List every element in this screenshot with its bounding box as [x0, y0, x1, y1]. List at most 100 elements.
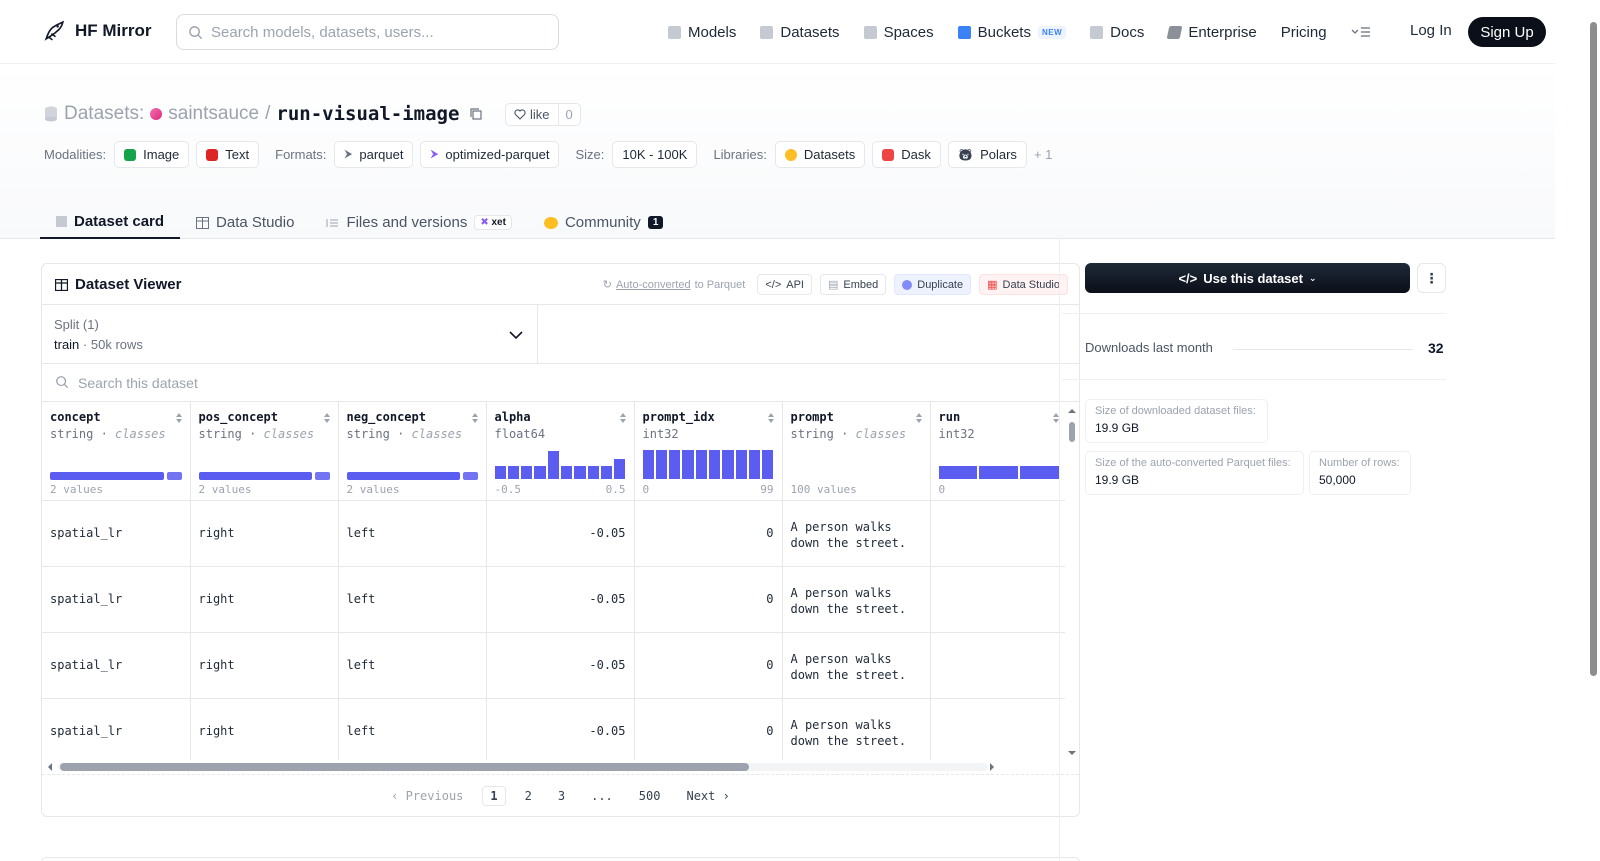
nav-buckets[interactable]: Buckets NEW	[957, 24, 1067, 41]
cell-alpha[interactable]: -0.05	[486, 500, 635, 567]
duplicate-button[interactable]: Duplicate	[894, 274, 972, 295]
bar-segment[interactable]	[198, 472, 313, 480]
tab-data-studio[interactable]: Data Studio	[180, 200, 310, 239]
vertical-scrollbar[interactable]	[1065, 402, 1079, 760]
histogram-bin[interactable]	[669, 450, 681, 479]
cell-neg-concept[interactable]: left	[338, 566, 487, 633]
nav-more-menu[interactable]	[1351, 26, 1371, 38]
histogram-bin[interactable]	[682, 450, 694, 479]
value-distribution-bar[interactable]	[346, 472, 478, 480]
cell-pos-concept[interactable]: right	[190, 632, 339, 699]
nav-spaces[interactable]: Spaces	[863, 24, 934, 41]
previous-page-button[interactable]: ‹ Previous	[391, 789, 464, 803]
page-scrollbar[interactable]	[1587, 0, 1600, 861]
column-header-run[interactable]: run int32 0	[930, 402, 1068, 501]
sort-icon[interactable]	[323, 412, 331, 424]
column-header-neg-concept[interactable]: neg_concept string · classes 2 values	[338, 402, 487, 501]
histogram-bin[interactable]	[507, 465, 520, 479]
repo-title[interactable]: run-visual-image	[276, 103, 460, 125]
histogram-bin[interactable]	[521, 465, 533, 479]
global-search-input[interactable]: Search models, datasets, users...	[176, 14, 559, 50]
cell-neg-concept[interactable]: left	[338, 632, 487, 699]
nav-datasets[interactable]: Datasets	[760, 24, 840, 41]
bar-segment[interactable]	[463, 472, 478, 480]
histogram-bin[interactable]	[574, 465, 586, 479]
histogram-bin[interactable]	[655, 450, 668, 479]
sort-icon[interactable]	[915, 412, 923, 424]
cell-pos-concept[interactable]: right	[190, 698, 339, 760]
cell-concept[interactable]: spatial_lr	[42, 698, 191, 760]
column-header-alpha[interactable]: alpha float64 -0.5 0.5	[486, 402, 635, 501]
cell-prompt[interactable]: A person walks down the street.	[782, 500, 931, 567]
histogram-bin[interactable]	[560, 465, 573, 479]
page-3-button[interactable]: 3	[557, 789, 566, 803]
size-chip[interactable]: 10K - 100K	[612, 141, 698, 168]
next-page-button[interactable]: Next ›	[686, 789, 730, 803]
histogram-bin[interactable]	[748, 450, 761, 479]
bar-segment[interactable]	[346, 472, 461, 480]
histogram[interactable]	[642, 450, 774, 479]
histogram-bin[interactable]	[614, 458, 626, 479]
histogram-bin[interactable]	[695, 450, 707, 479]
tab-community[interactable]: Community 1	[528, 200, 679, 239]
signup-button[interactable]: Sign Up	[1468, 17, 1546, 47]
horizontal-scrollbar[interactable]	[42, 760, 1079, 774]
cell-alpha[interactable]: -0.05	[486, 566, 635, 633]
library-datasets-chip[interactable]: Datasets	[774, 141, 866, 168]
cell-prompt[interactable]: A person walks down the street.	[782, 566, 931, 633]
modality-text-chip[interactable]: Text	[196, 141, 260, 168]
histogram-bin[interactable]	[708, 450, 721, 479]
sort-icon[interactable]	[471, 412, 479, 424]
table-row[interactable]: spatial_lr right left -0.05 0 A person walks …	[42, 632, 1068, 699]
nav-pricing[interactable]: Pricing	[1281, 24, 1327, 41]
cell-run[interactable]	[930, 500, 1068, 567]
cell-concept[interactable]: spatial_lr	[42, 566, 191, 633]
table-row[interactable]: spatial_lr right left -0.05 0 A person walks …	[42, 500, 1068, 567]
histogram-bin[interactable]	[979, 465, 1018, 479]
histogram-bin[interactable]	[722, 450, 734, 479]
cell-prompt[interactable]: A person walks down the street.	[782, 632, 931, 699]
brand-logo[interactable]: HF Mirror	[42, 18, 152, 43]
bar-segment[interactable]	[167, 472, 182, 480]
scroll-up-icon[interactable]	[1065, 406, 1079, 416]
embed-button[interactable]: ▤ Embed	[819, 274, 887, 295]
value-distribution-bar[interactable]	[198, 472, 330, 480]
cell-concept[interactable]: spatial_lr	[42, 632, 191, 699]
histogram[interactable]	[938, 450, 1059, 479]
table-row[interactable]: spatial_lr right left -0.05 0 A person walks …	[42, 566, 1068, 633]
api-button[interactable]: </> API	[757, 274, 812, 295]
cell-run[interactable]	[930, 698, 1068, 760]
column-header-concept[interactable]: concept string · classes 2 values	[42, 402, 191, 501]
like-button[interactable]: like 0	[505, 103, 581, 126]
more-options-button[interactable]: ⋮	[1417, 263, 1446, 293]
library-polars-chip[interactable]: 🐻︎ Polars	[947, 141, 1027, 168]
bar-segment[interactable]	[50, 472, 165, 480]
cell-run[interactable]	[930, 632, 1068, 699]
cell-prompt-idx[interactable]: 0	[634, 566, 783, 633]
auto-converted-link[interactable]: Auto-converted	[615, 278, 691, 291]
column-header-prompt-idx[interactable]: prompt_idx int32 0 99	[634, 402, 783, 501]
histogram-bin[interactable]	[1019, 465, 1059, 479]
cell-prompt-idx[interactable]: 0	[634, 698, 783, 760]
nav-models[interactable]: Models	[668, 24, 736, 41]
horizontal-scroll-thumb[interactable]	[60, 763, 749, 771]
copy-icon[interactable]	[469, 107, 483, 121]
page-2-button[interactable]: 2	[524, 789, 532, 803]
library-dask-chip[interactable]: Dask	[872, 141, 941, 168]
histogram-bin[interactable]	[762, 450, 774, 479]
cell-prompt[interactable]: A person walks down the street.	[782, 698, 931, 760]
data-studio-button[interactable]: ▦ Data Studio	[979, 274, 1068, 295]
sort-icon[interactable]	[767, 412, 775, 424]
histogram-bin[interactable]	[938, 465, 978, 479]
dataset-search-input[interactable]: Search this dataset	[42, 364, 1079, 402]
tab-dataset-card[interactable]: Dataset card	[40, 200, 181, 239]
page-500-button[interactable]: 500	[638, 789, 661, 803]
histogram-bin[interactable]	[534, 465, 546, 479]
cell-prompt-idx[interactable]: 0	[634, 632, 783, 699]
sort-icon[interactable]	[619, 412, 627, 424]
tab-files[interactable]: Files and versions ✖︎ xet	[310, 200, 528, 239]
cell-concept[interactable]: spatial_lr	[42, 500, 191, 567]
histogram-bin[interactable]	[600, 465, 613, 479]
cell-neg-concept[interactable]: left	[338, 698, 487, 760]
cell-pos-concept[interactable]: right	[190, 566, 339, 633]
